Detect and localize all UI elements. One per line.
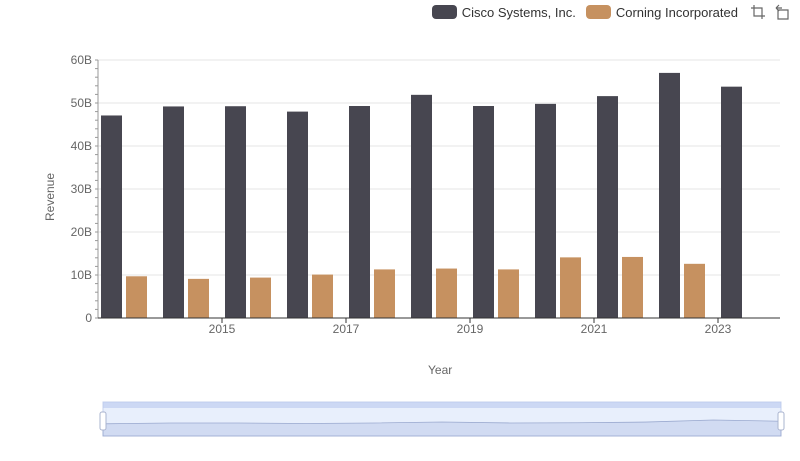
toolbox	[750, 4, 790, 20]
bar-cisco-2023[interactable]	[659, 72, 680, 319]
bar-corning-2022[interactable]	[622, 256, 643, 318]
bar-cisco-2015[interactable]	[163, 106, 184, 318]
legend-item-cisco[interactable]: Cisco Systems, Inc.	[431, 4, 576, 20]
data-zoom-icon[interactable]	[750, 4, 766, 20]
bar-corning-2015[interactable]	[188, 278, 209, 318]
bar-cisco-2024[interactable]	[721, 86, 742, 318]
bar-corning-2021[interactable]	[560, 257, 581, 318]
bar-corning-2016[interactable]	[250, 277, 271, 318]
x-axis-title: Year	[428, 363, 453, 377]
bar-cisco-2019[interactable]	[411, 94, 432, 318]
y-tick-label: 0	[85, 311, 92, 325]
bar-cisco-2018[interactable]	[349, 106, 370, 318]
legend-label-corning: Corning Incorporated	[615, 4, 738, 20]
restore-icon[interactable]	[774, 4, 790, 20]
x-tick-label: 2023	[705, 322, 732, 336]
x-tick-label: 2019	[457, 322, 484, 336]
bar-cisco-2016[interactable]	[225, 106, 246, 318]
bar-corning-2017[interactable]	[312, 274, 333, 318]
bar-cisco-2021[interactable]	[535, 103, 556, 318]
legend-swatch-cisco	[431, 5, 457, 19]
zoom-slider-handle-left[interactable]	[99, 411, 107, 431]
bar-corning-2019[interactable]	[436, 268, 457, 318]
legend-swatch-corning	[585, 5, 611, 19]
bar-corning-2020[interactable]	[498, 269, 519, 318]
zoom-slider-preview	[102, 419, 782, 437]
bar-corning-2023[interactable]	[684, 263, 705, 318]
bar-cisco-2017[interactable]	[287, 111, 308, 318]
bar-corning-2014[interactable]	[126, 276, 147, 318]
y-tick-label: 40B	[71, 139, 92, 153]
x-tick-label: 2017	[333, 322, 360, 336]
legend-item-corning[interactable]: Corning Incorporated	[585, 4, 738, 20]
bar-cisco-2022[interactable]	[597, 96, 618, 319]
x-tick-label: 2015	[209, 322, 236, 336]
y-tick-label: 30B	[71, 182, 92, 196]
bar-corning-2018[interactable]	[374, 269, 395, 318]
x-tick-label: 2021	[581, 322, 608, 336]
y-tick-label: 60B	[71, 53, 92, 67]
legend: Cisco Systems, Inc. Corning Incorporated	[431, 4, 790, 20]
y-tick-label: 50B	[71, 96, 92, 110]
y-tick-label: 20B	[71, 225, 92, 239]
y-tick-label: 10B	[71, 268, 92, 282]
zoom-slider-handle-right[interactable]	[777, 411, 785, 431]
zoom-slider-move-bar[interactable]	[103, 402, 781, 408]
bar-cisco-2014[interactable]	[101, 115, 122, 318]
bar-cisco-2020[interactable]	[473, 106, 494, 318]
legend-label-cisco: Cisco Systems, Inc.	[461, 4, 576, 20]
